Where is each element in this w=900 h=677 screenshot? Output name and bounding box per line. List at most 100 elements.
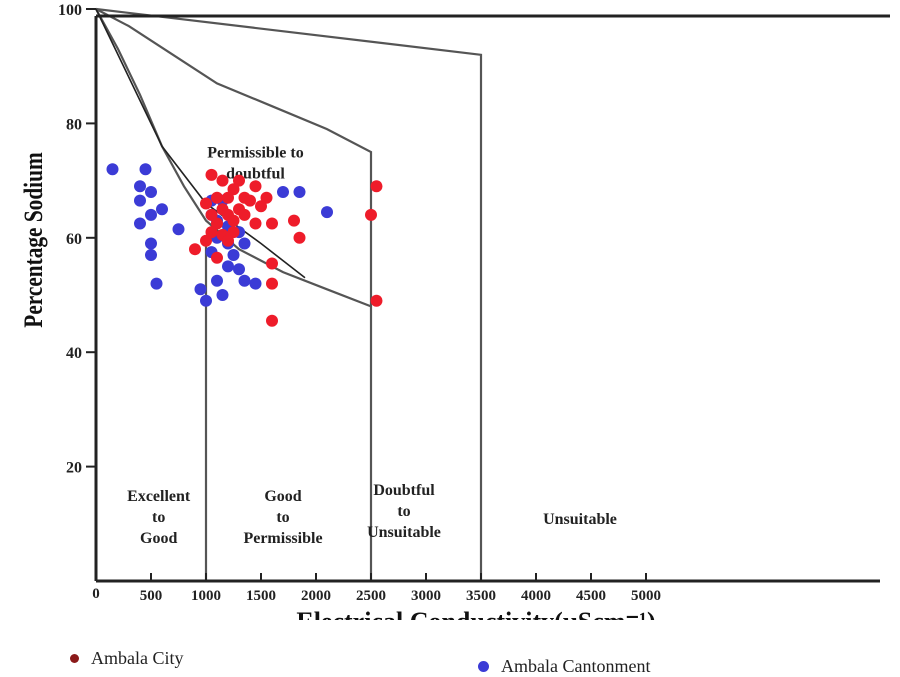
data-point-ambala-cantonment [145, 237, 157, 250]
data-point-ambala-cantonment [145, 208, 157, 221]
data-point-ambala-city [288, 214, 300, 227]
data-point-ambala-city [249, 217, 262, 230]
sodium-ec-plot: 20 40 60 80 100 0 500 1000 1500 2000 2500 3000 3500… [20, 2, 890, 620]
x-axis-title: Electrical Conductivity(µScm⁻¹) [296, 607, 655, 620]
data-point-ambala-cantonment [238, 237, 251, 250]
data-point-ambala-cantonment [293, 186, 306, 198]
x-tick-label: 1000 [191, 588, 221, 604]
data-point-ambala-cantonment [238, 274, 251, 287]
zone-label-line: Good [264, 488, 301, 505]
y-tick-label: 60 [66, 231, 82, 248]
data-point-ambala-cantonment [277, 186, 289, 198]
legend-item-ambala-cantonment: Ambala Cantonment [478, 656, 650, 677]
zone-label-line: Unsuitable [543, 511, 617, 528]
data-point-ambala-city [266, 314, 278, 327]
zone-label-line: to [397, 503, 410, 520]
data-point-ambala-city [244, 194, 256, 207]
zone-label-line: Permissible to [207, 145, 303, 162]
data-point-ambala-city [205, 208, 218, 221]
data-point-ambala-city [227, 183, 240, 196]
x-tick-label: 500 [140, 588, 163, 604]
data-point-ambala-cantonment [156, 203, 168, 216]
zone-label-line: Unsuitable [367, 524, 441, 541]
data-point-ambala-cantonment [145, 186, 157, 198]
x-tick-label: 3000 [411, 588, 441, 604]
data-points [106, 163, 383, 327]
data-point-ambala-city [266, 257, 278, 270]
data-point-ambala-cantonment [134, 217, 146, 230]
data-point-ambala-city [211, 251, 223, 264]
data-point-ambala-cantonment [150, 277, 163, 290]
data-point-ambala-city [222, 191, 234, 204]
y-tick-label: 20 [66, 460, 82, 477]
data-point-ambala-city [227, 214, 240, 227]
data-point-ambala-city [255, 200, 267, 213]
zone-label-line: to [276, 509, 289, 526]
data-point-ambala-city [260, 191, 273, 204]
zone-label-line: Excellent [127, 488, 191, 505]
data-point-ambala-cantonment [222, 260, 234, 273]
boundary-outer [95, 7, 483, 581]
data-point-ambala-city [200, 197, 212, 210]
data-point-ambala-cantonment [200, 294, 212, 307]
x-tick-label: 2500 [356, 588, 386, 604]
data-point-ambala-cantonment [145, 249, 157, 261]
y-tick-label: 80 [66, 116, 82, 133]
y-axis-title: Percentage Sodium [20, 152, 48, 328]
data-point-ambala-cantonment [139, 163, 152, 176]
data-point-ambala-city [370, 180, 383, 193]
data-point-ambala-city [249, 180, 262, 193]
boundary-diagonal [95, 8, 306, 279]
x-tick-labels: 0 500 1000 1500 2000 2500 3000 3500 4000 4500 5000 [92, 573, 661, 604]
zone-label-line: Permissible [243, 530, 322, 547]
data-point-ambala-cantonment [249, 277, 262, 290]
data-point-ambala-cantonment [227, 249, 240, 261]
data-point-ambala-city [216, 174, 229, 187]
legend-marker [70, 654, 79, 663]
data-point-ambala-city [211, 217, 223, 230]
data-point-ambala-cantonment [194, 283, 207, 296]
axes [94, 14, 890, 583]
x-tick-label: 2000 [301, 588, 331, 604]
zone-labels: Excellent to Good Good to Permissible Doubtful… [127, 145, 617, 547]
data-point-ambala-city [211, 191, 223, 204]
classification-boundaries [95, 7, 483, 581]
data-point-ambala-cantonment [134, 180, 146, 193]
data-point-ambala-cantonment [321, 206, 333, 219]
x-tick-label: 4500 [576, 588, 606, 604]
y-tick-label: 100 [58, 2, 82, 19]
data-point-ambala-city [205, 168, 218, 181]
data-point-ambala-cantonment [134, 194, 146, 207]
zone-label-line: Doubtful [373, 482, 435, 499]
data-point-ambala-cantonment [233, 263, 245, 276]
data-point-ambala-city [266, 277, 278, 290]
y-tick-labels: 20 40 60 80 100 [58, 2, 96, 477]
x-tick-label: 3500 [466, 588, 496, 604]
data-point-ambala-cantonment [106, 163, 119, 176]
x-tick-label: 5000 [631, 588, 661, 604]
data-point-ambala-city [370, 294, 383, 307]
data-point-ambala-city [266, 217, 278, 230]
data-point-ambala-cantonment [211, 274, 223, 287]
data-point-ambala-city [205, 226, 218, 239]
data-point-ambala-city [293, 231, 306, 244]
x-tick-label: 4000 [521, 588, 551, 604]
data-point-ambala-city [189, 243, 201, 256]
x-tick-label: 1500 [246, 588, 276, 604]
data-point-ambala-cantonment [172, 223, 185, 236]
zone-label-line: Good [140, 530, 177, 547]
data-point-ambala-city [227, 226, 240, 239]
data-point-ambala-city [365, 208, 377, 221]
legend-marker [478, 661, 489, 672]
zone-label-line: to [152, 509, 165, 526]
legend-label: Ambala City [91, 648, 184, 668]
legend-label: Ambala Cantonment [501, 656, 651, 676]
boundary-middle [95, 8, 373, 581]
data-point-ambala-city [222, 234, 234, 247]
data-point-ambala-city [200, 234, 212, 247]
boundary-inner [95, 8, 372, 308]
legend-item-ambala-city: Ambala City [70, 648, 184, 669]
data-point-ambala-city [238, 208, 251, 221]
x-tick-label: 0 [92, 586, 100, 602]
y-tick-label: 40 [66, 345, 82, 362]
